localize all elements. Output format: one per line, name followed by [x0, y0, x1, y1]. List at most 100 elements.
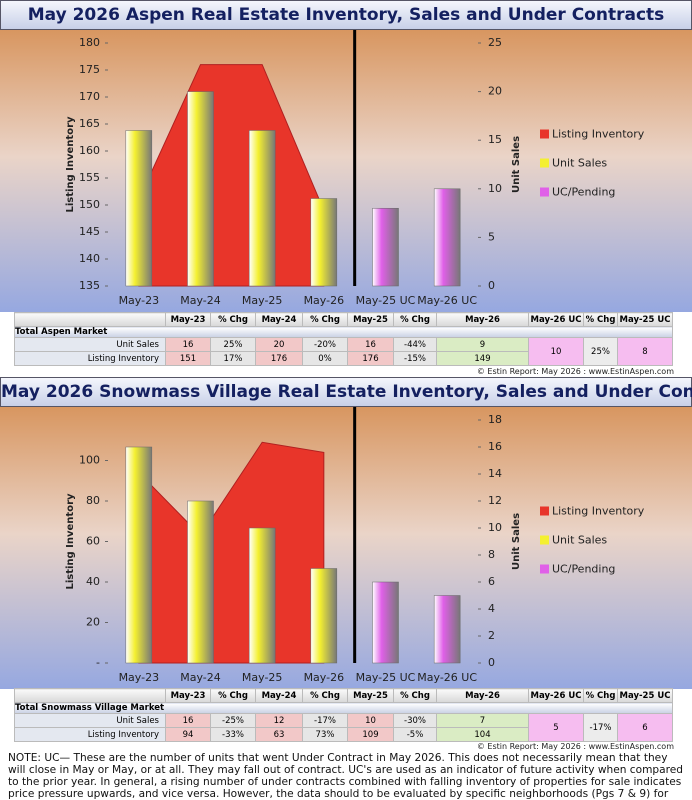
row-label: Unit Sales	[14, 337, 166, 352]
header-cell	[14, 312, 166, 327]
y-tick-label: 165	[79, 117, 100, 130]
cell: 7	[436, 713, 529, 728]
row-label: Unit Sales	[14, 713, 166, 728]
bar	[310, 568, 338, 664]
x-tick-label: May-26	[304, 294, 345, 307]
cell: 176	[347, 351, 394, 366]
cell: -5%	[393, 727, 437, 742]
chart: 135 140 145 150 155 160 165 170 175 180 0 5 10 15 20 25…	[0, 30, 692, 312]
cell: 16	[347, 337, 394, 352]
bar	[310, 198, 338, 287]
data-table: May-23% Chg May-24% Chg May-25% Chg May-26 M…	[14, 688, 673, 742]
x-tick-label: May-25 UC	[356, 294, 416, 307]
header-cell: % Chg	[302, 688, 348, 703]
chart-background	[0, 407, 692, 689]
x-tick-label: May-25	[242, 671, 283, 684]
row-label: Listing Inventory	[14, 727, 166, 742]
y-axis-label: Listing Inventory	[65, 116, 76, 213]
bar	[125, 446, 153, 664]
cell: 8	[617, 337, 673, 366]
header-cell: % Chg	[210, 688, 256, 703]
legend-swatch	[540, 158, 549, 168]
section-label: Total Aspen Market	[14, 326, 673, 338]
cell: 109	[347, 727, 394, 742]
cell: 16	[165, 337, 211, 352]
header-cell: % Chg	[583, 688, 618, 703]
chart: - 20 40 60 80 100 0 2 4 6 8 10 12 14 16 18 Listing Inven…	[0, 407, 692, 689]
legend-label: Unit Sales	[552, 157, 607, 170]
x-tick-label: May-25	[242, 294, 283, 307]
cell: 16	[165, 713, 211, 728]
x-tick-label: May-26 UC	[417, 294, 477, 307]
y2-tick-label: 2	[488, 629, 495, 642]
y-tick-label: 20	[86, 616, 100, 629]
bar	[248, 527, 276, 664]
copyright: © Estin Report: May 2026 : www.EstinAspe…	[476, 367, 674, 376]
y-tick-label: 140	[79, 252, 100, 265]
cell: -33%	[210, 727, 256, 742]
y2-axis-label: Unit Sales	[511, 136, 522, 193]
y2-tick-label: 10	[488, 182, 502, 195]
y2-tick-label: 20	[488, 85, 502, 98]
legend-swatch	[540, 564, 549, 574]
copyright: © Estin Report: May 2026 : www.EstinAspe…	[476, 742, 674, 751]
legend-label: Listing Inventory	[552, 128, 645, 141]
y-tick-label: 100	[79, 454, 100, 467]
bar	[433, 188, 461, 287]
cell: -17%	[302, 713, 348, 728]
cell: 149	[436, 351, 529, 366]
chart-background	[0, 30, 692, 312]
header-cell: % Chg	[210, 312, 256, 327]
header-cell: % Chg	[393, 312, 437, 327]
cell: 17%	[210, 351, 256, 366]
header-cell: May-25 UC	[617, 688, 673, 703]
header-cell: May-24	[255, 688, 303, 703]
bar	[433, 595, 461, 664]
x-tick-label: May-25 UC	[356, 671, 416, 684]
legend-label: UC/Pending	[552, 186, 615, 199]
y2-tick-label: 5	[488, 230, 495, 243]
cell: -30%	[393, 713, 437, 728]
header-cell: May-26 UC	[528, 688, 584, 703]
bar	[187, 500, 214, 664]
y-tick-label: 180	[79, 36, 100, 49]
y-tick-label: 60	[86, 535, 100, 548]
cell: 73%	[302, 727, 348, 742]
bar	[248, 130, 276, 287]
bar	[125, 130, 153, 287]
bar	[372, 581, 399, 664]
header-cell: % Chg	[302, 312, 348, 327]
x-tick-label: May-24	[180, 294, 221, 307]
header-cell: May-23	[165, 312, 211, 327]
header-cell: May-25	[347, 688, 394, 703]
cell: -15%	[393, 351, 437, 366]
cell: 94	[165, 727, 211, 742]
y-tick-label: 150	[79, 198, 100, 211]
y-tick-label: 175	[79, 63, 100, 76]
y2-tick-label: 10	[488, 521, 502, 534]
y-tick-label: 170	[79, 90, 100, 103]
legend-swatch	[540, 187, 549, 197]
bar	[187, 91, 214, 287]
cell: -17%	[583, 713, 618, 742]
y2-axis-label: Unit Sales	[511, 513, 522, 570]
header-cell: May-24	[255, 312, 303, 327]
cell: 6	[617, 713, 673, 742]
y2-tick-label: 15	[488, 133, 502, 146]
cell: 63	[255, 727, 303, 742]
legend-label: Unit Sales	[552, 534, 607, 547]
legend-label: Listing Inventory	[552, 505, 645, 518]
cell: 176	[255, 351, 303, 366]
cell: 25%	[210, 337, 256, 352]
legend-swatch	[540, 506, 549, 516]
section-label: Total Snowmass Village Market	[14, 702, 673, 714]
x-tick-label: May-26	[304, 671, 345, 684]
chart-title: May 2026 Aspen Real Estate Inventory, Sa…	[0, 0, 692, 30]
y2-tick-label: 0	[488, 656, 495, 669]
y-tick-label: 80	[86, 494, 100, 507]
cell: 9	[436, 337, 529, 352]
y2-tick-label: 4	[488, 602, 495, 615]
cell: 104	[436, 727, 529, 742]
bar	[372, 207, 399, 287]
